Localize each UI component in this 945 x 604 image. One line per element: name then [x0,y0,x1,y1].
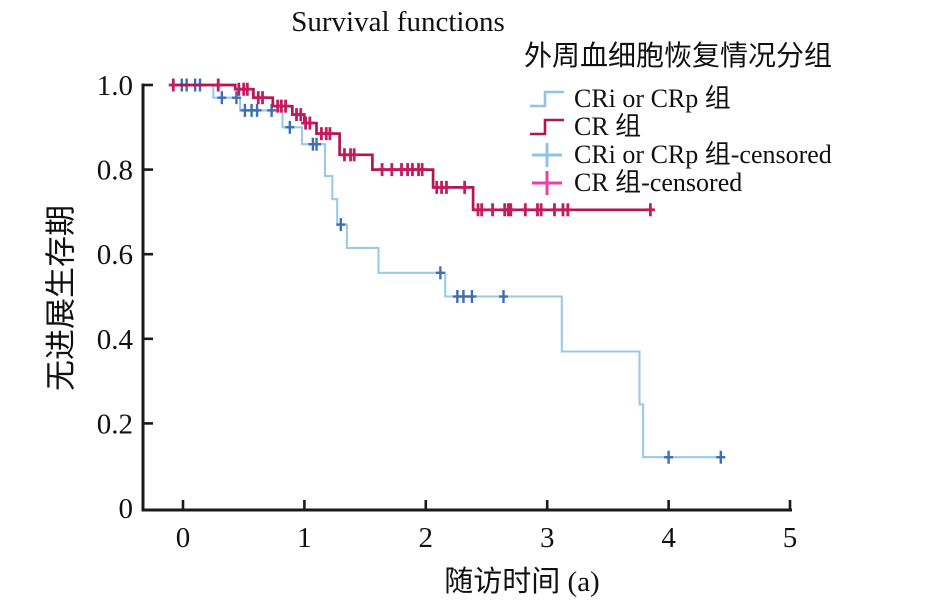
legend-item-label: CRi or CRp 组-censored [574,140,832,169]
legend-item-label: CR 组-censored [574,168,743,197]
y-tick-label: 0.8 [97,155,133,187]
plus-censored-icon [532,143,562,167]
x-tick-label: 5 [783,522,798,554]
legend-title: 外周血细胞恢复情况分组 [524,41,833,72]
legend-item-cri-crp-censored: CRi or CRp 组-censored [529,141,832,169]
y-tick-label: 0 [119,493,134,525]
y-tick-label: 1.0 [97,70,133,102]
x-tick-label: 0 [176,522,191,554]
legend-item-cr: CR 组 [529,113,832,141]
legend-item-cri-crp: CRi or CRp 组 [529,85,832,113]
x-tick-label: 3 [540,522,555,554]
x-tick-label: 1 [297,522,312,554]
x-tick-label: 4 [661,522,676,554]
step-line-icon [530,90,564,108]
plus-censored-icon [532,171,562,195]
x-axis-label: 随访时间 (a) [444,566,600,598]
legend-item-cr-censored: CR 组-censored [529,169,832,197]
y-tick-label: 0.4 [97,324,134,356]
legend: 外周血细胞恢复情况分组 CRi or CRp 组 CR 组 CRi or CRp… [524,34,832,197]
x-tick-label: 2 [419,522,434,554]
y-tick-label: 0.2 [97,408,133,440]
chart-title: Survival functions [291,6,505,38]
y-axis-label: 无进展生存期 [43,205,79,391]
step-line-icon [530,118,564,136]
censor-marks-0 [177,78,726,464]
censor-marks-1 [168,78,655,217]
legend-item-label: CR 组 [574,112,642,141]
y-tick-label: 0.6 [97,239,133,271]
legend-item-label: CRi or CRp 组 [574,84,731,113]
